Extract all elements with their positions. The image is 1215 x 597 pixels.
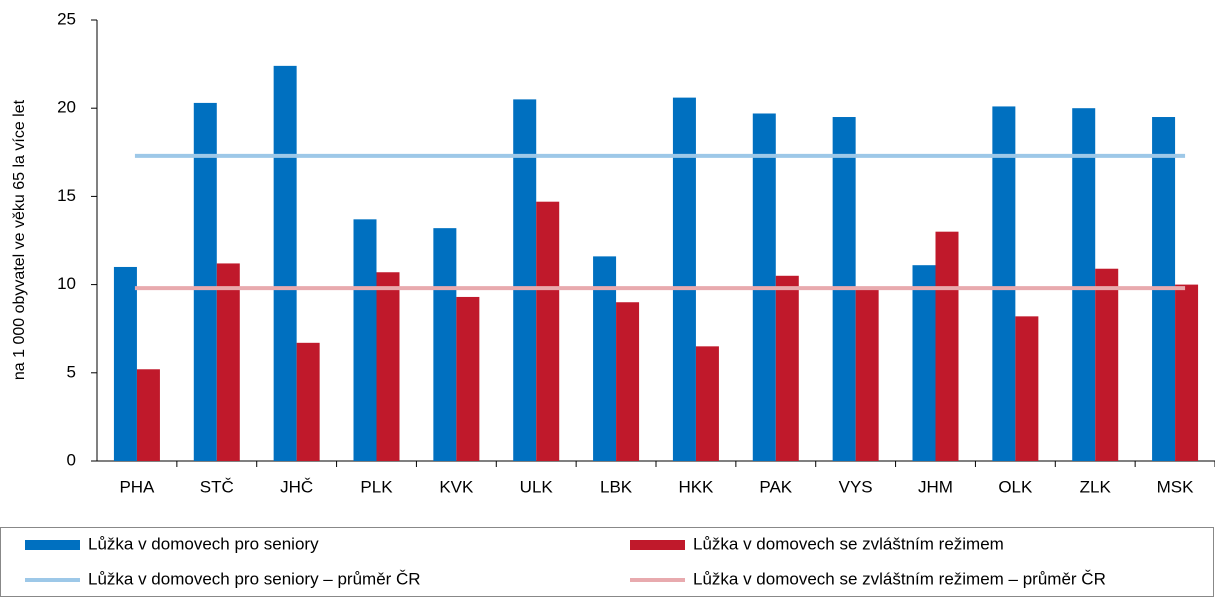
bar	[1095, 268, 1119, 461]
x-tick-label: PHA	[119, 477, 155, 496]
x-tick-label: STČ	[200, 477, 234, 496]
x-tick-label: ZLK	[1080, 477, 1112, 496]
bar	[855, 288, 879, 461]
x-tick-label: JHM	[918, 477, 953, 496]
x-tick-label: VYS	[839, 477, 873, 496]
bar	[216, 263, 240, 461]
bar	[672, 97, 696, 461]
x-tick-label: ULK	[520, 477, 554, 496]
bar	[296, 342, 320, 461]
bar	[593, 256, 617, 461]
bar	[935, 231, 959, 461]
legend-label: Lůžka v domovech pro seniory	[88, 534, 319, 553]
legend-swatch	[25, 540, 80, 550]
bar	[376, 272, 400, 461]
y-tick-label: 20	[57, 98, 76, 117]
y-tick-label: 15	[57, 186, 76, 205]
bar	[513, 99, 537, 461]
bar	[616, 302, 640, 461]
x-tick-label: KVK	[439, 477, 474, 496]
bar	[536, 201, 560, 461]
bar	[136, 369, 160, 461]
x-tick-label: PLK	[360, 477, 393, 496]
x-tick-label: OLK	[998, 477, 1033, 496]
x-tick-label: JHČ	[280, 477, 313, 496]
bar	[353, 219, 377, 461]
bar	[1175, 284, 1199, 461]
bar	[695, 346, 719, 461]
y-tick-label: 0	[67, 450, 76, 469]
bar	[113, 266, 137, 461]
legend-swatch	[630, 540, 685, 550]
legend-label: Lůžka v domovech se zvláštním režimem	[693, 534, 1004, 553]
legend-label: Lůžka v domovech se zvláštním režimem – …	[693, 569, 1106, 588]
bar	[992, 106, 1016, 461]
y-tick-label: 10	[57, 274, 76, 293]
y-tick-label: 5	[67, 362, 76, 381]
x-tick-label: LBK	[600, 477, 633, 496]
y-tick-label: 25	[57, 9, 76, 28]
x-tick-label: PAK	[759, 477, 792, 496]
x-tick-label: HKK	[678, 477, 714, 496]
bar	[193, 102, 217, 462]
bar	[1072, 108, 1096, 461]
bar	[273, 65, 297, 461]
bar	[1015, 316, 1039, 461]
x-tick-label: MSK	[1157, 477, 1195, 496]
bar	[912, 265, 936, 461]
bar	[775, 275, 799, 461]
bar	[456, 296, 480, 461]
bar	[433, 228, 457, 461]
legend-label: Lůžka v domovech pro seniory – průměr ČR	[88, 569, 421, 588]
y-axis-label: na 1 000 obyvatel ve věku 65 la více let	[11, 99, 28, 380]
